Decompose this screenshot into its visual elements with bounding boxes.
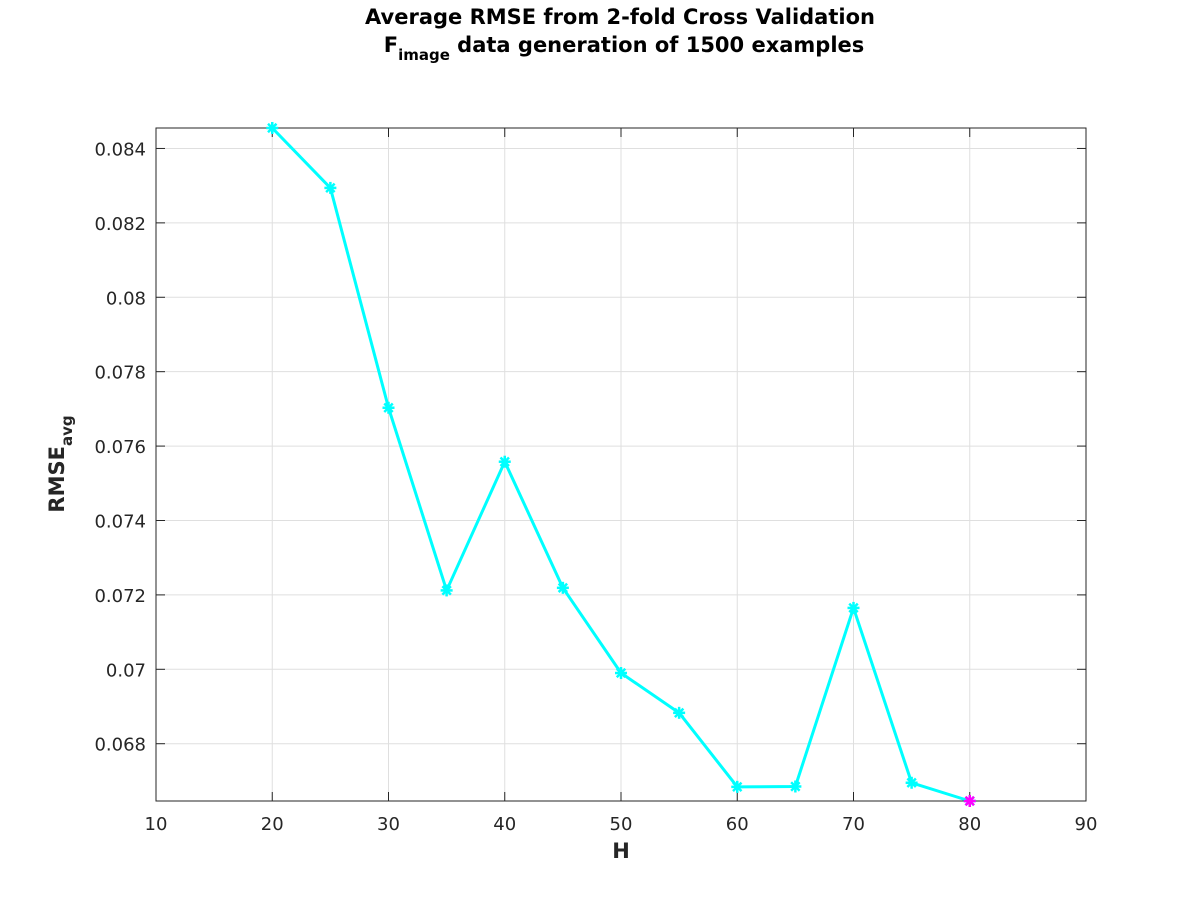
data-point bbox=[905, 776, 918, 789]
y-tick-label: 0.072 bbox=[94, 586, 146, 607]
data-point bbox=[556, 581, 569, 594]
data-point bbox=[731, 780, 744, 793]
chart-title-line2-sub: image bbox=[398, 46, 450, 64]
y-tick-label: 0.084 bbox=[94, 139, 146, 160]
data-point bbox=[789, 780, 802, 793]
x-tick-label: 70 bbox=[842, 814, 865, 835]
y-tick-label: 0.08 bbox=[106, 288, 146, 309]
y-tick-label: 0.074 bbox=[94, 511, 146, 532]
data-point bbox=[440, 584, 453, 597]
data-point bbox=[266, 122, 279, 134]
x-tick-label: 10 bbox=[145, 814, 168, 835]
chart-title-line2: Fimage data generation of 1500 examples bbox=[384, 33, 865, 64]
x-tick-label: 30 bbox=[377, 814, 400, 835]
x-tick-label: 20 bbox=[261, 814, 284, 835]
x-tick-label: 90 bbox=[1075, 814, 1098, 835]
chart-title-line2-main: F bbox=[384, 33, 398, 57]
data-point bbox=[324, 181, 337, 194]
x-tick-label: 60 bbox=[726, 814, 749, 835]
y-tick-label: 0.082 bbox=[94, 214, 146, 235]
y-tick-label: 0.076 bbox=[94, 437, 146, 458]
data-point bbox=[673, 706, 686, 719]
x-axis-ticks: 10 20 30 40 50 60 70 80 90 bbox=[145, 128, 1098, 835]
x-tick-label: 50 bbox=[610, 814, 633, 835]
chart-title-line1: Average RMSE from 2-fold Cross Validatio… bbox=[365, 5, 875, 29]
y-axis-label-sub: avg bbox=[58, 415, 76, 446]
x-axis-label: H bbox=[612, 839, 630, 863]
x-tick-label: 40 bbox=[493, 814, 516, 835]
data-series bbox=[266, 122, 976, 807]
data-point bbox=[615, 667, 627, 680]
chart-title-line2-rest: data generation of 1500 examples bbox=[450, 33, 864, 57]
data-point bbox=[847, 601, 860, 614]
y-tick-label: 0.068 bbox=[94, 735, 146, 756]
data-point bbox=[498, 455, 511, 468]
y-axis-ticks: 0.068 0.07 0.072 0.074 0.076 0.078 0.08 0.082 0.… bbox=[94, 139, 1086, 756]
y-axis-label: RMSEavg bbox=[45, 415, 76, 512]
min-point-highlight bbox=[963, 795, 976, 807]
y-tick-label: 0.07 bbox=[106, 660, 146, 681]
data-point bbox=[382, 401, 395, 414]
y-tick-label: 0.078 bbox=[94, 363, 146, 384]
x-tick-label: 80 bbox=[958, 814, 981, 835]
y-axis-label-main: RMSE bbox=[45, 446, 69, 513]
